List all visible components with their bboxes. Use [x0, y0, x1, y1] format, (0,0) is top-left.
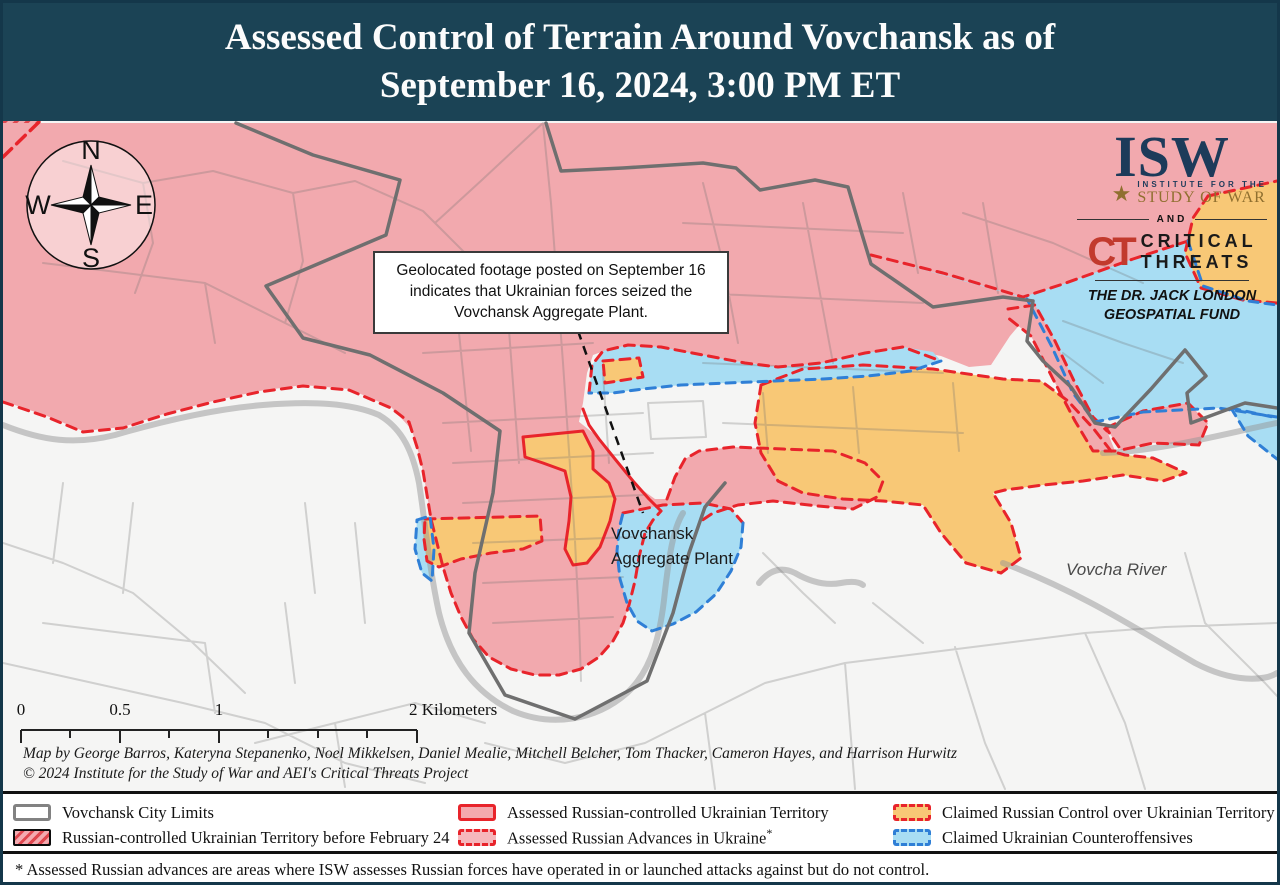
claimed-russian-region-ne-corner [1185, 181, 1277, 303]
annotation-text: Geolocated footage posted on September 1… [396, 262, 706, 321]
assessed-control-solid-borders [521, 407, 663, 567]
scale-bar [20, 729, 418, 743]
ukrainian-counteroffensive-region-northeast [871, 241, 1277, 422]
and-divider: AND [1077, 214, 1268, 226]
city-limits-swatch [13, 804, 51, 821]
city-limits-line [234, 121, 1277, 721]
page-title-line2: September 16, 2024, 3:00 PM ET [379, 65, 901, 106]
map-legend: Vovchansk City Limits Russian-controlled… [3, 791, 1277, 851]
scale-label-2km: 2 Kilometers [409, 700, 497, 719]
scale-label-05: 0.5 [109, 700, 130, 719]
international-border-dashed [3, 121, 41, 159]
compass-e-label: E [135, 190, 153, 220]
and-text: AND [1156, 214, 1188, 226]
map-area: N E S W Vovchansk Aggregate Plant Vovcha… [3, 121, 1277, 791]
fund-text-line1: THE DR. JACK LONDON [1087, 288, 1257, 305]
legend-item-claimed-ukrainian: Claimed Ukrainian Counteroffensives [893, 825, 1277, 850]
assessed-advance-dashed-borders [3, 179, 1277, 677]
isw-star-icon: ★ [1111, 180, 1132, 206]
header-banner: Assessed Control of Terrain Around Vovch… [3, 3, 1277, 121]
legend-item-assessed-advances: Assessed Russian Advances in Ukraine* [458, 825, 893, 850]
scale-label-1: 1 [215, 700, 224, 719]
compass-w-label: W [25, 190, 51, 220]
annotation-callout: Geolocated footage posted on September 1… [373, 251, 729, 334]
fund-divider [1095, 280, 1249, 282]
isw-study-of-war-text: STUDY OF WAR [1137, 189, 1266, 207]
legend-label: Vovchansk City Limits [62, 802, 214, 822]
legend-label: Assessed Russian Advances in Ukraine [507, 828, 767, 848]
roads-layer [3, 122, 1277, 790]
credits-copyright: © 2024 Institute for the Study of War an… [23, 765, 469, 782]
plant-label-line1: Vovchansk [611, 524, 694, 543]
prefeb24-swatch [13, 829, 51, 846]
advances-asterisk: * [766, 826, 773, 841]
ct-icon: CT [1087, 229, 1136, 274]
legend-label: Claimed Russian Control over Ukrainian T… [942, 802, 1275, 822]
page-title-line1: Assessed Control of Terrain Around Vovch… [224, 16, 1056, 58]
legend-item-prefeb24: Russian-controlled Ukrainian Territory b… [13, 825, 458, 850]
ct-threats-text: THREATS [1140, 251, 1253, 272]
legend-label: Assessed Russian-controlled Ukrainian Te… [507, 802, 829, 822]
claimed-russian-swatch [893, 804, 931, 821]
claimed-russian-box-top [603, 358, 643, 383]
legend-item-assessed-control: Assessed Russian-controlled Ukrainian Te… [458, 800, 893, 825]
river-lines [3, 400, 1277, 723]
russian-controlled-region-city-tongue [409, 421, 883, 675]
russian-controlled-wedge-east [1106, 403, 1208, 450]
legend-item-city-limits: Vovchansk City Limits [13, 800, 458, 825]
legend-label: Claimed Ukrainian Counteroffensives [942, 827, 1193, 847]
isw-institute-text: INSTITUTE FOR THE [1137, 180, 1267, 190]
isw-logo: ISW [1114, 124, 1230, 189]
ukrainian-counteroffensive-aggregate-plant [617, 503, 743, 631]
footnote-text: * Assessed Russian advances are areas wh… [15, 859, 930, 879]
claimed-ukrainian-swatch [893, 829, 931, 846]
org-logos: ISW ★ INSTITUTE FOR THE STUDY OF WAR AND… [1077, 124, 1268, 325]
critical-threats-logo: CT CRITICAL THREATS [1077, 231, 1267, 272]
footnote-bar: * Assessed Russian advances are areas wh… [3, 851, 1277, 882]
plant-label-line2: Aggregate Plant [611, 549, 733, 568]
compass-s-label: S [82, 243, 100, 273]
compass-rose-icon: N E S W [25, 135, 156, 273]
annotation-leader-line [576, 330, 645, 514]
ct-critical-text: CRITICAL [1140, 231, 1257, 252]
ukrainian-counteroffensive-strip-se [1231, 408, 1277, 459]
assessed-advances-swatch [458, 829, 496, 846]
legend-label: Russian-controlled Ukrainian Territory b… [62, 827, 450, 847]
credits-authors: Map by George Barros, Kateryna Stepanenk… [22, 745, 957, 762]
scale-label-0: 0 [17, 700, 26, 719]
assessed-control-swatch [458, 804, 496, 821]
fund-text-line2: GEOSPATIAL FUND [1103, 307, 1241, 324]
compass-n-label: N [81, 135, 101, 165]
legend-item-claimed-russian: Claimed Russian Control over Ukrainian T… [893, 800, 1277, 825]
river-label: Vovcha River [1066, 560, 1168, 579]
